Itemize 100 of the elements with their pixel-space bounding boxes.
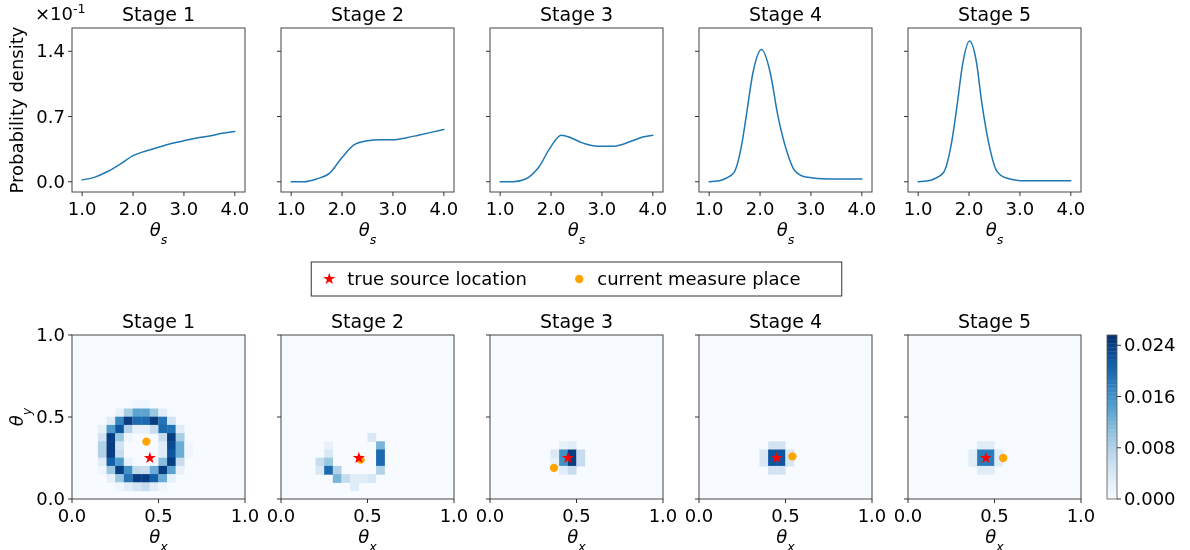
x-axis-title: θ$_{x}$	[149, 526, 169, 550]
x-tick-label: 0.5	[771, 505, 800, 526]
y-tick-label: 1.0	[36, 324, 65, 345]
legend-label: true source location	[347, 268, 527, 289]
color-bar-label: 0.008	[1124, 436, 1176, 458]
point	[968, 457, 978, 467]
x-tick-label: 4.0	[847, 198, 877, 219]
x-axis-title: θ$_{x}$	[985, 526, 1005, 550]
x-tick-label: 1.0	[694, 198, 724, 219]
x-tick-label: 0.5	[144, 505, 173, 526]
x-tick-label: 0.5	[980, 505, 1009, 526]
point	[332, 465, 342, 475]
point	[567, 441, 577, 451]
y-tick-label: 1.4	[36, 40, 65, 62]
x-axis-title: θ$_{s}$	[358, 219, 377, 247]
x-tick-label: 1.0	[857, 505, 887, 526]
x-tick-label: 1.0	[67, 198, 97, 219]
point	[979, 451, 992, 464]
x-axis-title: θ$_{s}$	[567, 219, 586, 247]
point	[776, 441, 786, 451]
x-tick-label: 2.0	[745, 198, 775, 219]
point	[567, 465, 577, 475]
x-tick-label: 4.0	[1056, 198, 1086, 219]
x-tick-label: 4.0	[220, 198, 250, 219]
chart-title: Stage 4	[748, 310, 823, 332]
point	[341, 474, 351, 483]
x-tick-label: 1.0	[485, 198, 515, 219]
x-axis-title: θ$_{s}$	[776, 219, 795, 247]
point	[977, 441, 986, 451]
point	[376, 465, 385, 475]
point	[324, 465, 333, 475]
x-tick-label: 3.0	[378, 198, 408, 219]
y-tick-label: 0.0	[36, 170, 65, 192]
point	[559, 441, 568, 451]
x-tick-label: 1.0	[439, 505, 469, 526]
x-tick-label: 3.0	[587, 198, 617, 219]
point	[376, 457, 385, 467]
chart-title: Stage 2	[330, 310, 405, 332]
x-axis-title: θ$_{x}$	[358, 526, 378, 550]
color-bar-label: 0.000	[1124, 488, 1176, 509]
chart-title: Stage 5	[957, 310, 1032, 332]
x-tick-label: 0.5	[353, 505, 382, 526]
x-tick-label: 2.0	[954, 198, 984, 219]
point	[759, 457, 769, 467]
x-tick-label: 3.0	[1005, 198, 1035, 219]
point	[576, 457, 586, 467]
x-tick-label: 0.5	[562, 505, 591, 526]
chart-title: Stage 1	[121, 3, 196, 25]
y-tick-label: 0.7	[36, 105, 65, 127]
line-series	[81, 130, 236, 181]
x-axis-title: θ$_{x}$	[776, 526, 796, 550]
point	[367, 433, 377, 442]
chart-title: Stage 2	[330, 3, 405, 25]
y-axis-title: Probability density	[6, 26, 27, 194]
color-bar-label: 0.024	[1124, 334, 1176, 356]
point	[576, 449, 586, 459]
x-tick-label: 0.0	[684, 505, 714, 526]
point	[770, 451, 783, 464]
x-tick-label: 0.0	[266, 505, 296, 526]
point	[549, 463, 559, 473]
point	[358, 474, 368, 483]
point	[968, 449, 978, 459]
text: ×10$^{-1}$	[35, 0, 86, 24]
chart-title: Stage 3	[539, 310, 614, 332]
point	[376, 449, 385, 459]
x-axis-title: θ$_{s}$	[149, 219, 168, 247]
x-tick-label: 3.0	[796, 198, 826, 219]
point	[315, 465, 325, 475]
x-tick-label: 4.0	[638, 198, 668, 219]
x-tick-label: 3.0	[169, 198, 199, 219]
x-tick-label: 0.0	[893, 505, 923, 526]
x-tick-label: 1.0	[276, 198, 306, 219]
point	[768, 465, 777, 475]
point	[324, 457, 333, 467]
color-bar-label: 0.016	[1124, 385, 1176, 407]
point	[324, 441, 333, 451]
y-tick-label: 0.5	[36, 406, 65, 427]
point	[350, 482, 359, 492]
point	[561, 451, 574, 464]
chart-title: Stage 1	[121, 310, 196, 332]
x-axis-title: θ$_{x}$	[567, 526, 587, 550]
x-tick-label: 1.0	[903, 198, 933, 219]
x-tick-label: 2.0	[118, 198, 148, 219]
x-tick-label: 2.0	[536, 198, 566, 219]
legend-label: current measure place	[597, 268, 801, 289]
chart-title: Stage 4	[748, 3, 823, 25]
point	[768, 441, 777, 451]
x-tick-label: 4.0	[429, 198, 459, 219]
point	[998, 453, 1008, 463]
chart-title: Stage 5	[957, 3, 1032, 25]
point	[559, 465, 568, 475]
point	[376, 441, 385, 451]
x-tick-label: 1.0	[230, 505, 260, 526]
x-tick-label: 1.0	[1066, 505, 1096, 526]
x-tick-label: 2.0	[327, 198, 357, 219]
point	[367, 474, 377, 483]
point	[985, 441, 995, 451]
point	[332, 474, 342, 483]
point	[550, 449, 560, 459]
point	[776, 465, 786, 475]
